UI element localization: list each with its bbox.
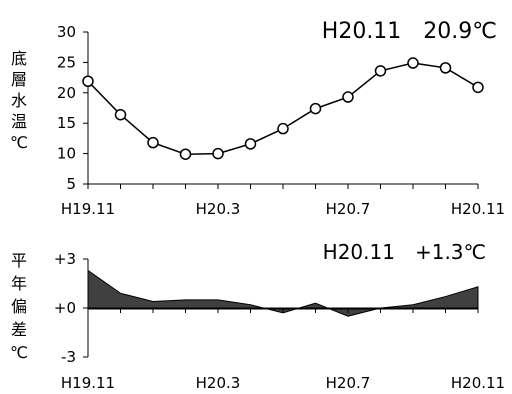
bottom-y-ticks: +3 +0 -3 — [54, 250, 88, 366]
top-ylabel-char: 水 — [11, 91, 27, 110]
top-x-ticks: H19.11 H20.3 H20.7 H20.11 — [61, 184, 505, 218]
bottom-ylabel-char: 年 — [11, 274, 27, 293]
temperature-point — [374, 65, 387, 77]
bottom-ylabel-char: 偏 — [11, 297, 27, 316]
bottom-x-tick-label: H20.7 — [326, 374, 371, 392]
bottom-ylabel-char: 差 — [11, 320, 27, 339]
bottom-ylabel-char: 平 — [11, 251, 27, 270]
top-y-tick-label: 15 — [57, 114, 76, 132]
top-y-tick-label: 5 — [66, 175, 76, 193]
top-y-tick-label: 25 — [57, 53, 76, 71]
bottom-x-ticks: H19.11 H20.3 H20.7 H20.11 — [61, 308, 505, 392]
temperature-point — [472, 81, 484, 94]
top-y-tick-label: 20 — [57, 84, 76, 102]
temperature-point — [82, 75, 94, 87]
top-y-ticks: 5 10 15 20 25 30 — [57, 23, 88, 193]
temperature-point — [179, 148, 192, 160]
top-x-tick-label: H20.11 — [451, 200, 505, 218]
temperature-line — [87, 62, 479, 155]
temperature-point — [277, 122, 289, 135]
bottom-y-tick-label: +0 — [54, 299, 76, 317]
temperature-point — [309, 102, 322, 115]
top-series — [82, 57, 484, 160]
deviation-area — [87, 269, 479, 317]
bottom-y-tick-label: -3 — [61, 348, 76, 366]
top-x-tick-label: H20.3 — [196, 200, 241, 218]
top-ylabel-char: ℃ — [10, 133, 28, 152]
temperature-point — [439, 62, 452, 74]
temperature-point — [342, 91, 354, 103]
bottom-x-tick-label: H19.11 — [61, 374, 115, 392]
top-ylabel-char: 底 — [11, 49, 27, 68]
bottom-y-tick-label: +3 — [54, 250, 76, 268]
top-ylabel-char: 温 — [11, 112, 27, 131]
top-x-tick-label: H20.7 — [326, 200, 371, 218]
bottom-series — [87, 269, 479, 317]
bottom-ylabel-char: ℃ — [10, 343, 28, 362]
temperature-point — [244, 138, 257, 150]
bottom-x-tick-label: H20.3 — [196, 374, 241, 392]
bottom-x-tick-label: H20.11 — [451, 374, 505, 392]
top-y-tick-label: 10 — [57, 145, 76, 163]
bottom-annotation: H20.11 +1.3℃ — [323, 240, 486, 264]
temperature-point — [147, 136, 159, 149]
top-annotation: H20.11 20.9℃ — [322, 19, 497, 44]
top-x-tick-label: H19.11 — [61, 200, 115, 218]
top-y-tick-label: 30 — [57, 23, 76, 41]
temperature-point — [212, 147, 224, 160]
top-ylabel-char: 層 — [11, 70, 27, 89]
temperature-point — [114, 108, 127, 121]
temperature-point — [407, 57, 419, 69]
